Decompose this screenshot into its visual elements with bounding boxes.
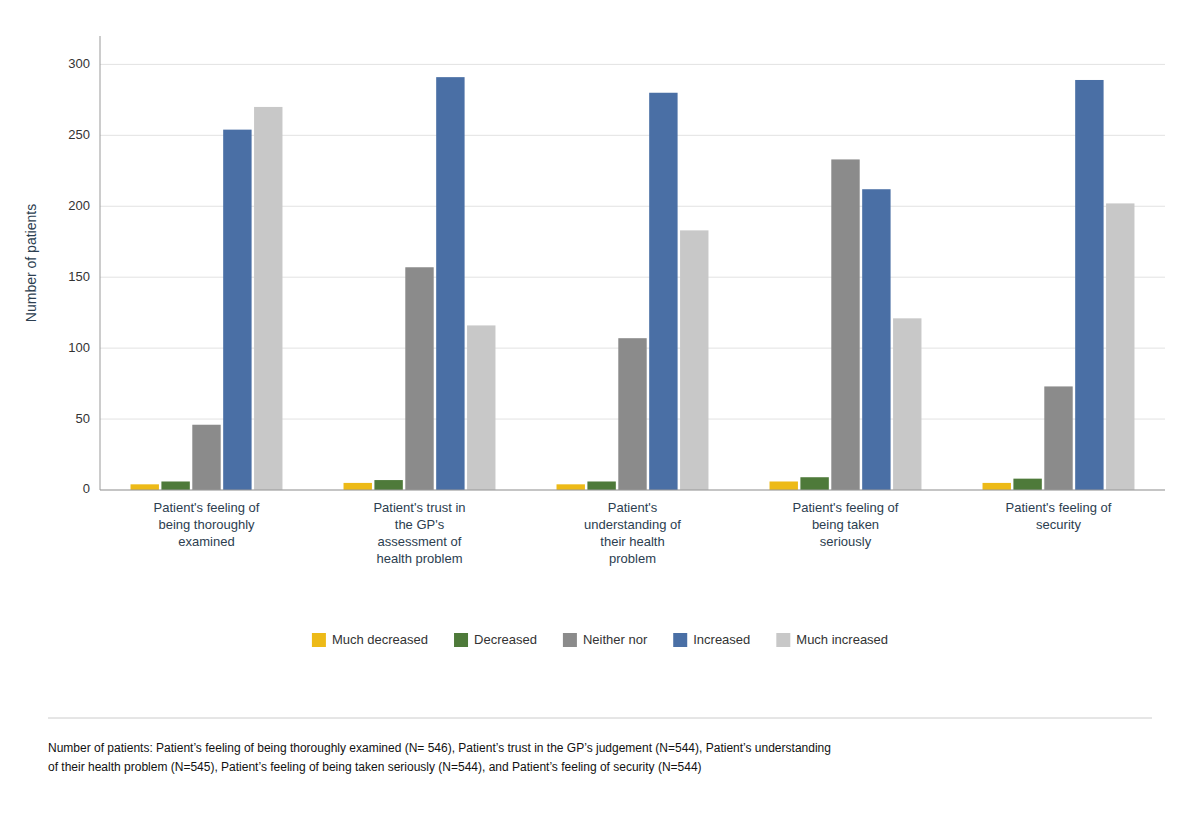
x-tick-label: Patient's feeling ofsecurity (1006, 500, 1112, 532)
separator (48, 718, 1152, 719)
x-tick-label: Patient's feeling ofbeing thoroughlyexam… (154, 500, 260, 549)
bar (436, 77, 464, 490)
bar (831, 159, 859, 490)
bar (557, 484, 585, 490)
legend-label: Much decreased (332, 632, 428, 647)
y-ticks: 0 50 100 150 200 250 300 (68, 56, 90, 497)
bar (680, 230, 708, 490)
x-axis-line (100, 490, 1165, 491)
y-axis-line (100, 36, 101, 490)
legend-swatch (454, 633, 468, 647)
bars (131, 77, 1135, 490)
x-tick-label: Patient's trust inthe GP'sassessment ofh… (373, 500, 465, 566)
legend-item: Increased (673, 632, 750, 647)
series (192, 159, 1072, 490)
legend-label: Decreased (474, 632, 537, 647)
y-tick-label: 250 (68, 127, 90, 142)
legend: Much decreased Decreased Neither nor Increa… (312, 632, 888, 647)
footnote: of their health problem (N=545), Patient… (48, 760, 702, 774)
x-ticks: Patient's feeling ofbeing thoroughlyexam… (154, 500, 1112, 566)
legend-item: Neither nor (563, 632, 648, 647)
y-tick-label: 100 (68, 340, 90, 355)
bar (223, 130, 251, 490)
chart: 0 50 100 150 200 250 300 Number of patients Pati… (0, 0, 1200, 814)
bar (1106, 203, 1134, 490)
bar (649, 93, 677, 490)
bar (405, 267, 433, 490)
bar (467, 325, 495, 490)
y-tick-label: 200 (68, 198, 90, 213)
bar (770, 481, 798, 490)
x-tick-label: Patient's feeling ofbeing takenseriously (793, 500, 899, 549)
bar (344, 483, 372, 490)
bar (374, 480, 402, 490)
x-tick-label: Patient'sunderstanding oftheir healthpro… (584, 500, 681, 566)
bar (587, 481, 615, 490)
legend-item: Much decreased (312, 632, 428, 647)
legend-label: Increased (693, 632, 750, 647)
series (223, 77, 1103, 490)
legend-swatch (673, 633, 687, 647)
legend-swatch (312, 633, 326, 647)
legend-swatch (776, 633, 790, 647)
bar (893, 318, 921, 490)
bar (618, 338, 646, 490)
bar (862, 189, 890, 490)
bar (1044, 386, 1072, 490)
legend-item: Much increased (776, 632, 888, 647)
legend-item: Decreased (454, 632, 537, 647)
bar (983, 483, 1011, 490)
y-axis-label: Number of patients (23, 204, 39, 322)
grid-line (100, 64, 1165, 65)
series (254, 107, 1134, 490)
bar (254, 107, 282, 490)
y-tick-label: 300 (68, 56, 90, 71)
y-tick-label: 150 (68, 269, 90, 284)
grid-line (100, 490, 1165, 491)
bar (161, 481, 189, 490)
grid (100, 64, 1165, 490)
bar (800, 477, 828, 490)
bar (131, 484, 159, 490)
bar (1013, 479, 1041, 490)
y-tick-label: 50 (76, 411, 90, 426)
y-tick-label: 0 (83, 481, 90, 496)
footnote: Number of patients: Patient’s feeling of… (48, 741, 831, 755)
legend-swatch (563, 633, 577, 647)
bar (1075, 80, 1103, 490)
bar (192, 425, 220, 490)
legend-label: Much increased (796, 632, 888, 647)
legend-label: Neither nor (583, 632, 648, 647)
